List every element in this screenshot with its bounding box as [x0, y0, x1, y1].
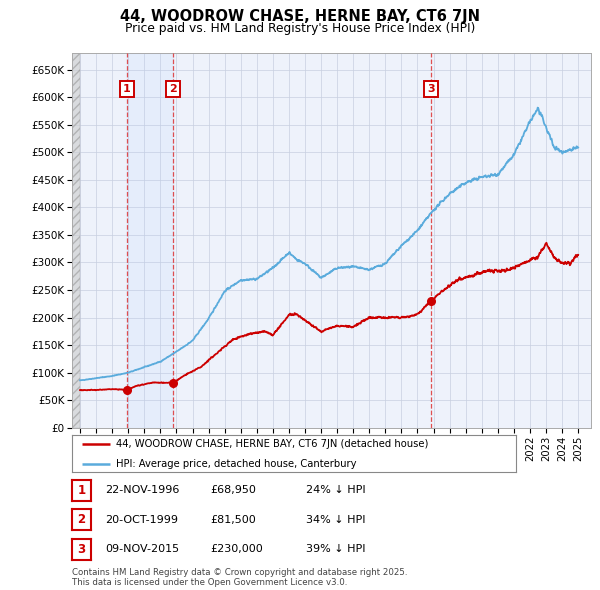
Text: 39% ↓ HPI: 39% ↓ HPI — [306, 545, 365, 554]
Text: 20-OCT-1999: 20-OCT-1999 — [105, 515, 178, 525]
Text: 1: 1 — [122, 84, 130, 94]
Text: 24% ↓ HPI: 24% ↓ HPI — [306, 486, 365, 495]
Text: 44, WOODROW CHASE, HERNE BAY, CT6 7JN: 44, WOODROW CHASE, HERNE BAY, CT6 7JN — [120, 9, 480, 24]
Text: 34% ↓ HPI: 34% ↓ HPI — [306, 515, 365, 525]
Text: Price paid vs. HM Land Registry's House Price Index (HPI): Price paid vs. HM Land Registry's House … — [125, 22, 475, 35]
Text: £81,500: £81,500 — [210, 515, 256, 525]
Text: £230,000: £230,000 — [210, 545, 263, 554]
Text: Contains HM Land Registry data © Crown copyright and database right 2025.
This d: Contains HM Land Registry data © Crown c… — [72, 568, 407, 587]
Text: 2: 2 — [169, 84, 177, 94]
Text: 44, WOODROW CHASE, HERNE BAY, CT6 7JN (detached house): 44, WOODROW CHASE, HERNE BAY, CT6 7JN (d… — [116, 440, 429, 450]
Text: 09-NOV-2015: 09-NOV-2015 — [105, 545, 179, 554]
Text: 2: 2 — [77, 513, 86, 526]
Bar — [127, 53, 173, 428]
Text: HPI: Average price, detached house, Canterbury: HPI: Average price, detached house, Cant… — [116, 459, 357, 469]
Text: 3: 3 — [427, 84, 435, 94]
Text: 22-NOV-1996: 22-NOV-1996 — [105, 486, 179, 495]
Bar — [72, 53, 80, 428]
Text: £68,950: £68,950 — [210, 486, 256, 495]
Text: 1: 1 — [77, 484, 86, 497]
Text: 3: 3 — [77, 543, 86, 556]
